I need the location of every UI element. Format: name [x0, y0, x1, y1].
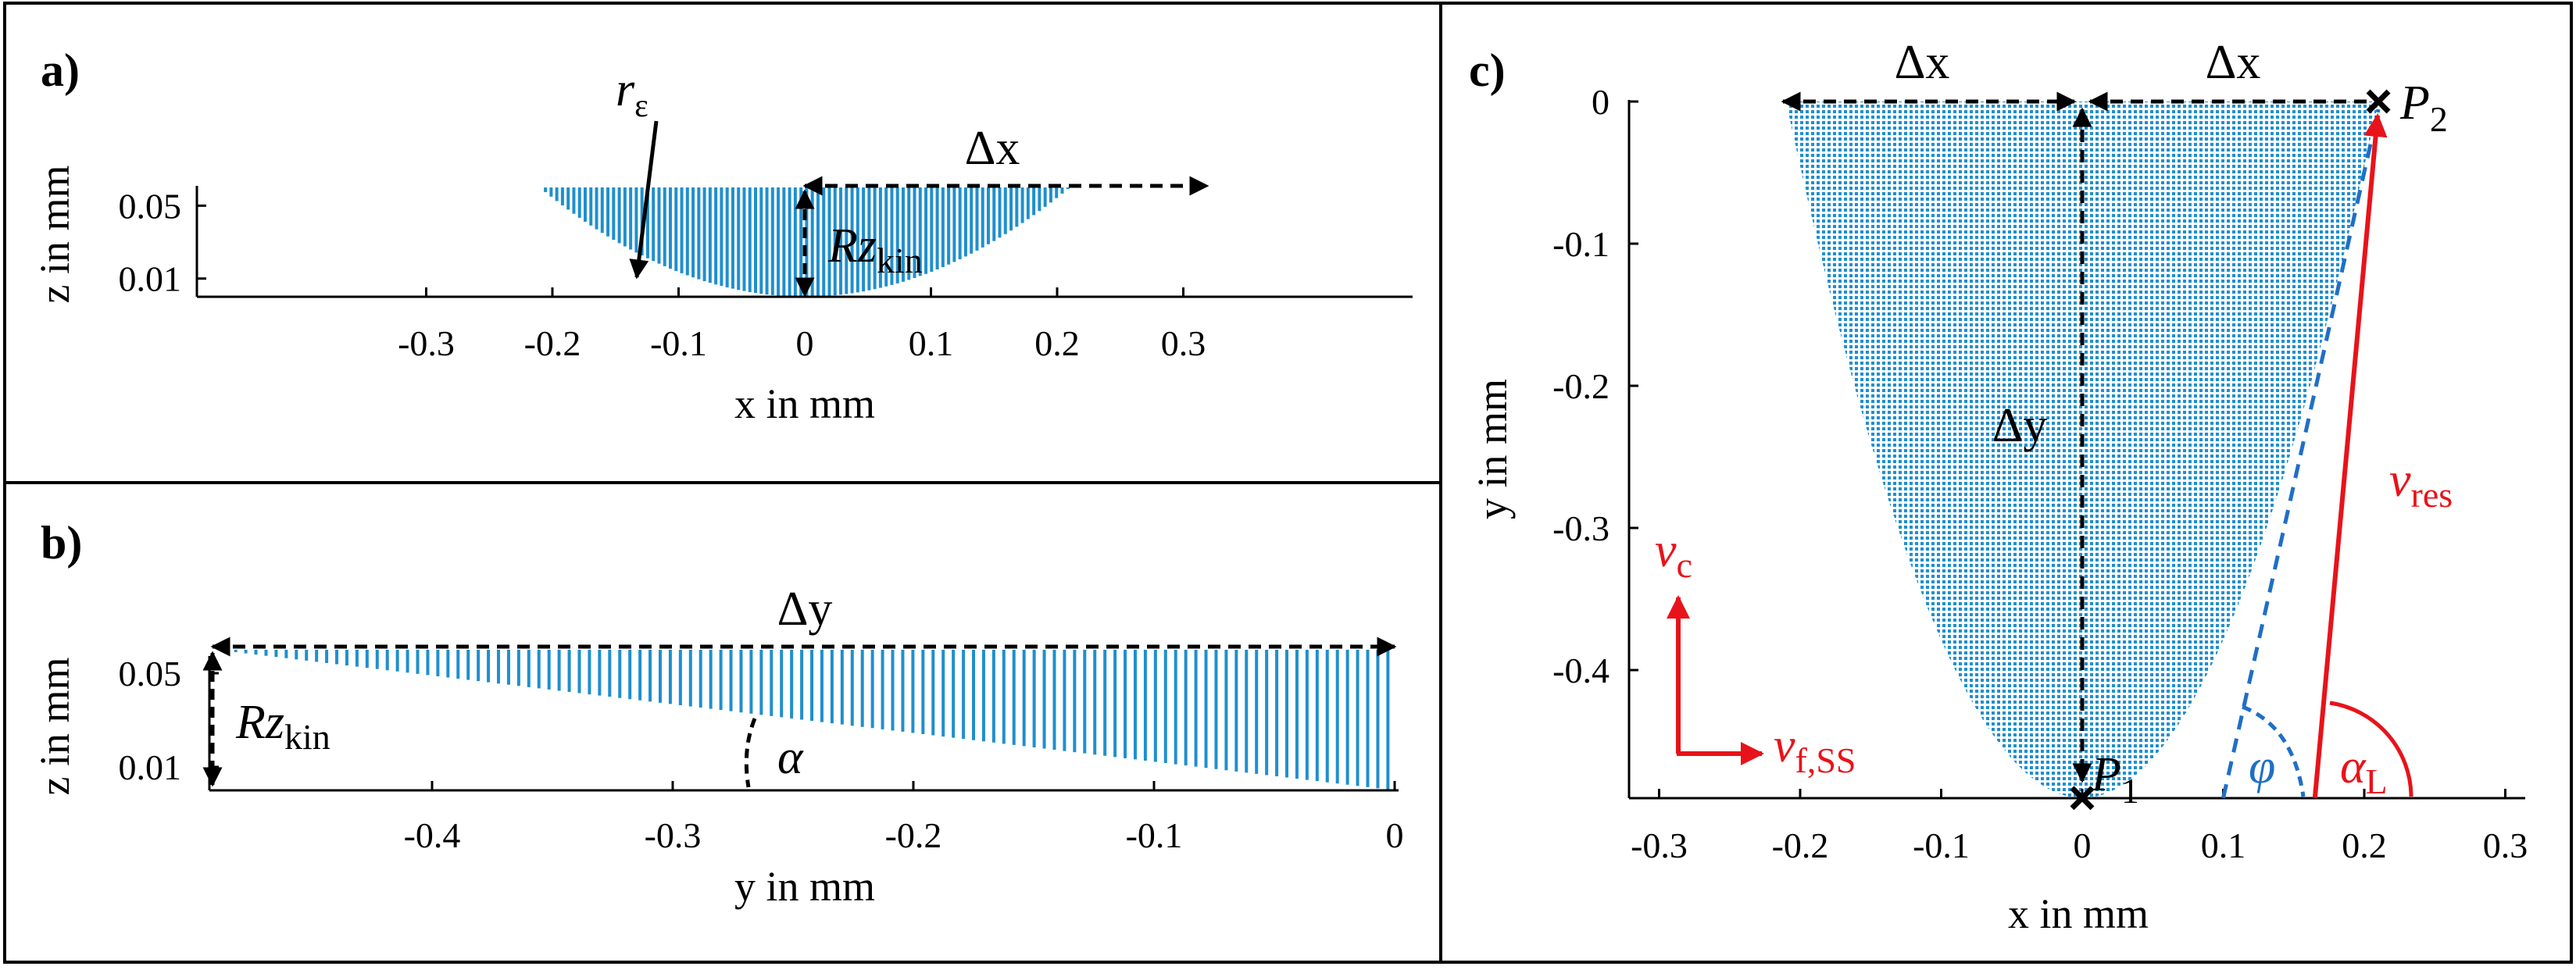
panel-c-ylabel: y in mm — [1469, 379, 1516, 519]
y-tick-label: 0 — [1592, 82, 1610, 122]
panel-a-label: a) — [41, 45, 80, 96]
panel-b-ylabel: z in mm — [31, 658, 78, 796]
panel-a-axes — [195, 186, 1413, 298]
x-tick-label: 0 — [1386, 815, 1404, 855]
panel-c-v-res-label: vres — [2389, 454, 2453, 515]
panel-a-xticks: -0.3 -0.2 -0.1 0 0.1 0.2 0.3 — [398, 287, 1206, 363]
panel-frames — [3, 2, 2573, 964]
panel-c-v-fss-label: vf,SS — [1774, 719, 1856, 780]
panel-c-delta-x-left-label: Δx — [1895, 36, 1950, 89]
x-tick-label: 0 — [796, 323, 814, 363]
panel-c-yticks: 0 -0.1 -0.2 -0.3 -0.4 — [1552, 82, 1638, 690]
x-tick-label: 0.2 — [1034, 323, 1080, 363]
panel-a-xlabel: x in mm — [734, 380, 875, 427]
panel-b-alpha-label: α — [777, 731, 804, 784]
x-tick-label: 0.1 — [2201, 825, 2246, 865]
x-tick-label: 0 — [2074, 825, 2092, 865]
panel-c-dotted-region — [1785, 102, 2379, 798]
x-tick-label: -0.2 — [1772, 825, 1829, 865]
panel-a-rz-label: Rzkin — [827, 219, 923, 280]
y-tick-label: 0.01 — [119, 747, 182, 787]
x-tick-label: 0.3 — [2483, 825, 2528, 865]
panel-c-dashed-line — [2221, 109, 2381, 799]
panel-c-alpha-l-arc — [2329, 701, 2413, 797]
panel-c: c) -0.3 -0.2 -0.1 0 0.1 0.2 0.3 0-0.1-0.2-0.3-… — [1469, 36, 2528, 937]
panel-a: a) -0.3 -0.2 -0.1 0 0.1 0.2 0.3 0.05 0.01 x in … — [31, 45, 1413, 427]
y-tick-label: -0.2 — [1552, 366, 1610, 406]
panel-a-delta-x-label: Δx — [965, 122, 1020, 175]
point-label: P1 — [2091, 748, 2139, 811]
x-tick-label: 0.3 — [1161, 323, 1206, 363]
panel-b: b) -0.4 -0.3 -0.2 -0.1 0 0.05 0.01 y in mm z … — [31, 517, 1404, 910]
point-label: P2 — [2399, 77, 2448, 139]
panel-b-yticks: 0.05 0.01 — [119, 654, 219, 787]
panel-b-hatch — [223, 650, 1390, 790]
panel-b-rz-label: Rzkin — [235, 696, 330, 757]
x-tick-label: -0.2 — [885, 815, 942, 855]
panel-c-v-res-arrow — [2312, 113, 2388, 799]
x-tick-label: -0.3 — [1631, 825, 1688, 865]
panel-c-alpha-l-label: αL — [2340, 740, 2388, 801]
x-tick-label: -0.1 — [1126, 815, 1183, 855]
panel-c-delta-x-right-label: Δx — [2206, 36, 2261, 89]
y-tick-label: 0.05 — [119, 654, 182, 694]
x-tick-label: -0.3 — [645, 815, 702, 855]
panel-b-delta-y-label: Δy — [777, 583, 833, 636]
panel-a-hatch — [544, 187, 1070, 297]
point-marker — [2070, 786, 2095, 811]
y-tick-label: 0.01 — [119, 259, 182, 299]
panel-c-phi-arc — [2242, 704, 2306, 797]
panel-a-radius-arrow — [629, 120, 659, 280]
panel-b-axes — [208, 656, 1399, 792]
panel-a-ylabel: z in mm — [31, 166, 78, 304]
x-tick-label: -0.1 — [1913, 825, 1970, 865]
x-tick-label: -0.2 — [524, 323, 581, 363]
panel-a-radius-label: rε — [616, 63, 648, 124]
panel-b-label: b) — [41, 517, 82, 569]
y-tick-label: -0.1 — [1552, 224, 1610, 264]
y-tick-label: -0.4 — [1552, 651, 1610, 690]
panel-b-alpha-arc — [744, 718, 757, 788]
panel-c-phi-label: φ — [2249, 740, 2275, 793]
x-tick-label: -0.1 — [650, 323, 707, 363]
panel-c-delta-y-label: Δy — [1992, 399, 2048, 452]
panel-b-xlabel: y in mm — [734, 863, 875, 910]
x-tick-label: 0.2 — [2342, 825, 2387, 865]
panel-c-axes — [1627, 100, 2525, 800]
panel-c-xticks: -0.3 -0.2 -0.1 0 0.1 0.2 0.3 — [1631, 789, 2528, 865]
panel-c-v-c-label: vc — [1655, 524, 1692, 585]
panel-c-xlabel: x in mm — [2008, 890, 2149, 937]
y-tick-label: -0.3 — [1552, 508, 1610, 548]
y-tick-label: 0.05 — [119, 186, 182, 226]
x-tick-label: 0.1 — [909, 323, 954, 363]
x-tick-label: -0.3 — [398, 323, 455, 363]
x-tick-label: -0.4 — [404, 815, 461, 855]
point-marker — [2366, 89, 2391, 114]
panel-c-label: c) — [1469, 45, 1506, 96]
panel-a-yticks: 0.05 0.01 — [119, 186, 206, 299]
panel-c-points: P1 P2 — [2070, 77, 2448, 811]
panel-b-xticks: -0.4 -0.3 -0.2 -0.1 0 — [404, 781, 1404, 855]
